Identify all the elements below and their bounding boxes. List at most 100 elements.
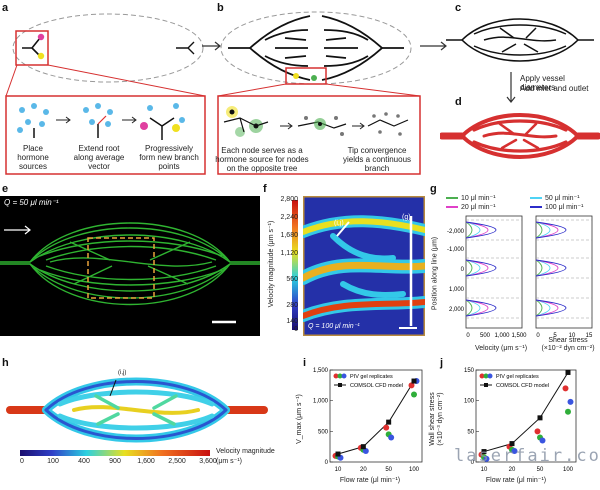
legend-marker-model [484,383,488,387]
replicate-point [565,408,571,415]
legend-marker-replicate [337,373,343,379]
y-tick-label: 50 [467,429,474,435]
panel-a-step-2: Extend root along average vector [73,144,125,171]
panel-g-left-xtick: 1,000 [494,333,510,339]
panel-g-legend-swatch [530,206,542,208]
legend-label-model: COMSOL CFD model [496,383,549,389]
x-tick-label: 100 [563,467,574,473]
panel-g-right-xtick: 0 [536,333,540,339]
panel-g-right-xtick: 5 [553,333,557,339]
panel-g-profile [465,221,481,239]
model-point [411,378,417,384]
model-point [335,451,341,457]
panel-g-left-xtick: 0 [466,333,470,339]
panel-j-xlabel: Flow rate (μl min⁻¹) [485,477,547,484]
panel-g-right-axes [535,215,593,329]
panel-label-j: j [440,357,444,369]
panel-g-right-xlabel-2: (×10⁻² dyn cm⁻²) [541,345,595,352]
y-tick-label: 500 [318,429,329,435]
panel-g-profile [535,221,567,239]
axes-frame [329,369,423,463]
replicate-point [483,455,490,462]
panel-f-colorbar [292,200,298,330]
legend-label-model: COMSOL CFD model [350,383,403,389]
panel-g-left-axes [465,215,523,329]
panel-e-image [0,196,260,336]
legend-label-replicates: PIV gel replicates [496,374,539,380]
panel-a-step-1: Place hormone sources [17,144,49,171]
panel-g-profile [535,259,567,277]
panel-h-colorbar-title: Velocity magnitude [216,448,275,455]
panel-a-graphic [5,13,206,175]
panel-c-network [446,18,594,62]
panel-i-chart: 0 500 1,000 1,500 10 20 50 100 PIV gel replicate… [313,368,423,473]
legend-marker-model [338,383,342,387]
panel-h-tick: 1,600 [137,458,155,465]
panel-g-legend-item: 20 μl min⁻¹ [461,204,496,211]
panel-g-profile [465,259,473,277]
panel-d-network [440,113,600,159]
panel-g-profile [465,299,473,317]
panel-g-left-xtick: 1,500 [511,333,527,339]
panel-f-tick: 280 [286,302,298,309]
panel-g-ylabel: Position along line (μm) [431,236,439,311]
x-tick-label: 50 [385,467,392,473]
panel-f-flow-label: Q = 100 μl min⁻¹ [308,323,360,330]
panel-j-ylabel-2: (×10⁻³ dyn cm⁻²) [437,392,444,446]
panel-c-instruction-1: Apply vessel diameters [520,74,565,92]
arrow-b-to-c [420,41,447,51]
legend-label-replicates: PIV gel replicates [350,374,393,380]
replicate-point [383,424,390,431]
y-tick-label: 1,000 [313,399,329,405]
panel-h-colorbar-unit: (μm s⁻¹) [216,458,242,465]
replicate-point [539,437,546,444]
panel-h-tick: 400 [78,458,90,465]
legend-marker-replicate [487,373,493,379]
panel-j-ylabel: Wall shear stress (×10⁻³ dyn cm⁻²) [429,382,445,456]
panel-h-tick: 100 [47,458,59,465]
panel-b-step-2: Tip convergence yields a continuous bran… [342,146,412,173]
panel-i-xlabel: Flow rate (μl min⁻¹) [339,477,401,484]
replicate-point [562,385,569,392]
panel-g-profile [465,299,481,317]
panel-b-step-1: Each node serves as a hormone source for… [215,146,309,173]
panel-g-profile [535,221,551,239]
replicate-point [567,398,574,405]
panel-a-step-3: Progressively form new branch points [139,144,199,171]
model-point [386,419,392,425]
panel-g-legend-swatch [446,197,458,199]
model-point [565,369,571,375]
panel-c-instruction-2: Add inlet and outlet [520,84,589,93]
panel-label-a: a [2,2,9,14]
replicate-point [534,428,541,435]
panel-g-profile [465,299,497,317]
panel-j-ylabel-wrap: Wall shear stress (×10⁻³ dyn cm⁻²) [429,382,445,456]
panel-h-tick: 2,500 [168,458,186,465]
y-tick-label: 100 [464,399,475,405]
panel-f-tick: 2,240 [280,214,298,221]
model-point [481,449,487,455]
panel-f-line-label-2: (g) [402,214,411,221]
model-point [537,415,543,421]
panel-g-profile [535,259,543,277]
y-tick-label: 0 [325,460,329,466]
replicate-point [511,447,518,454]
panel-g-ytick: -1,000 [447,247,465,253]
model-line [337,380,415,455]
panel-g-legend-swatch [530,197,542,199]
panel-g-legend-item: 10 μl min⁻¹ [461,195,496,202]
x-tick-label: 100 [409,467,420,473]
panel-g-right-xtick: 15 [586,333,593,339]
panel-label-i: i [303,357,307,369]
panel-j-chart: 0 50 100 150 10 20 50 100 PIV gel replicates COMS… [464,368,577,473]
panel-g-profile [465,221,497,239]
panel-f-tick: 140 [286,318,298,325]
x-tick-label: 10 [481,467,488,473]
panel-f-tick: 1,680 [280,232,298,239]
legend-marker-replicate [341,373,347,379]
panel-e-flow-label: Q = 50 μl min⁻¹ [4,198,59,207]
panel-g-legend-item: 100 μl min⁻¹ [545,204,584,211]
panel-label-d: d [455,96,462,108]
y-tick-label: 0 [471,460,475,466]
